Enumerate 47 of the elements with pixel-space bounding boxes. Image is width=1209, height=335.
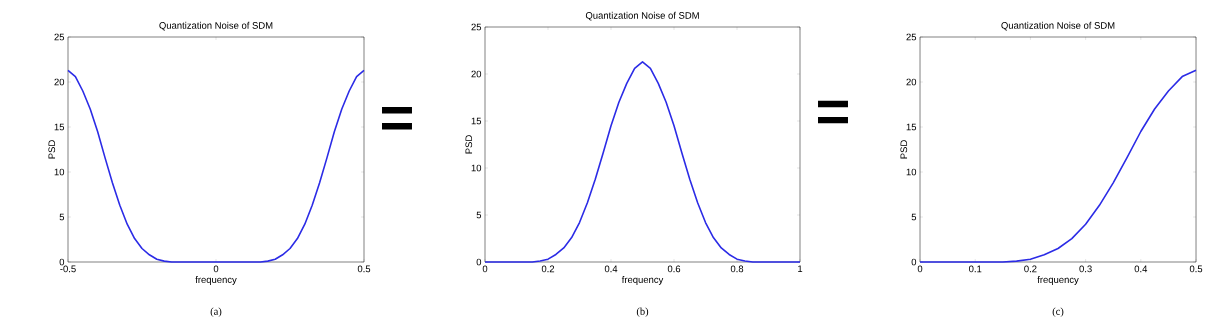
x-tick-label: 0: [213, 265, 219, 273]
y-axis-title: PSD: [465, 135, 473, 154]
y-tick-label: 25: [906, 33, 917, 41]
x-tick-label: 0.1: [969, 265, 982, 273]
y-tick-label: 20: [54, 78, 65, 86]
x-tick-label: 0.2: [541, 265, 555, 273]
y-tick-label: 15: [54, 123, 65, 131]
y-tick-label: 10: [471, 164, 482, 172]
y-tick-label: 0: [911, 258, 917, 266]
x-tick-label: 0.6: [667, 265, 681, 273]
y-tick-label: 10: [906, 168, 917, 176]
x-tick-label: 0.8: [730, 265, 744, 273]
text: (c): [1052, 307, 1064, 317]
y-tick-label: 5: [911, 213, 917, 221]
y-tick-label: 25: [471, 23, 482, 31]
text: =: [382, 106, 412, 130]
x-axis-title: frequency: [621, 276, 664, 285]
text: =: [818, 100, 848, 124]
y-tick-label: 0: [476, 258, 482, 266]
chart-title: Quantization Noise of SDM: [159, 21, 273, 31]
y-tick-label: 5: [59, 213, 65, 221]
x-tick-label: -0.5: [60, 265, 76, 273]
x-tick-label: 0.3: [1079, 265, 1092, 273]
text: (b): [636, 307, 649, 317]
y-tick-label: 25: [54, 33, 65, 41]
x-tick-label: 1: [798, 265, 803, 273]
x-tick-label: 0.5: [1189, 265, 1203, 273]
x-tick-label: 0.5: [357, 265, 371, 273]
x-tick-label: 0.4: [1134, 265, 1148, 273]
y-axis-title: PSD: [900, 140, 908, 159]
y-tick-label: 10: [54, 168, 65, 176]
x-tick-label: 0: [482, 265, 488, 273]
x-axis-title: frequency: [1037, 276, 1079, 285]
y-tick-label: 5: [476, 211, 482, 219]
y-tick-label: 0: [59, 258, 65, 266]
chart-title: Quantization Noise of SDM: [1001, 21, 1115, 31]
y-tick-label: 15: [471, 117, 482, 125]
chart-title: Quantization Noise of SDM: [585, 11, 699, 21]
y-axis-title: PSD: [48, 140, 56, 159]
text: (a): [210, 307, 222, 317]
y-tick-label: 20: [471, 70, 482, 78]
y-tick-label: 15: [906, 123, 917, 131]
x-tick-label: 0: [917, 265, 923, 273]
x-tick-label: 0.2: [1024, 265, 1037, 273]
x-axis-title: frequency: [195, 276, 237, 285]
y-tick-label: 20: [906, 78, 917, 86]
x-tick-label: 0.4: [604, 265, 618, 273]
